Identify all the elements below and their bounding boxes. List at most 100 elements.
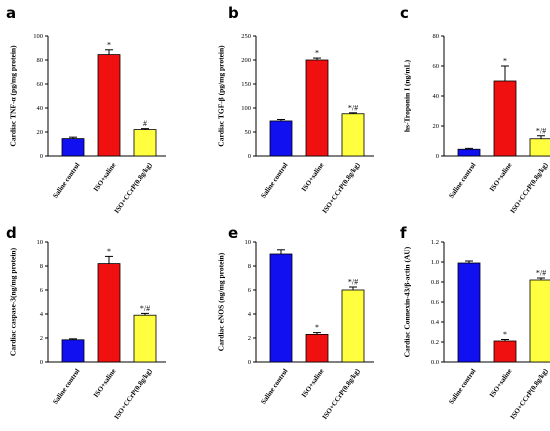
bar (97, 54, 121, 157)
category-label: ISO+saline (300, 161, 326, 193)
y-tick-label: 150 (241, 81, 251, 88)
panel-a: a 0 20 40 60 80 100 Cardiac TNF-α (pg/mg protei… (6, 4, 166, 215)
y-tick-label: 80 (433, 33, 440, 40)
significance-label: */# (348, 278, 358, 287)
panel-e: e 0 2 4 6 8 10 Cardiac eNOS (ng/mg protein) Sali… (217, 224, 374, 421)
panel-letter-b: b (228, 4, 239, 22)
significance-label: * (107, 40, 111, 49)
bar (529, 279, 550, 363)
significance-label: */# (348, 103, 358, 112)
panel-c: c 0 20 40 60 80 hs-Troponin I (ng/mL) Saline co… (400, 4, 550, 215)
bar (341, 289, 365, 363)
bar (529, 138, 550, 157)
category-label: ISO+CCrP(0.8g/kg) (509, 161, 550, 215)
bar (457, 262, 481, 363)
y-tick-label: 0.2 (431, 339, 439, 346)
y-tick-label: 2 (248, 335, 251, 342)
bar (305, 59, 329, 157)
bar (133, 129, 157, 157)
y-tick-label: 50 (245, 129, 252, 136)
category-label: ISO+CCrP(0.8g/kg) (113, 367, 154, 421)
bar (457, 148, 481, 157)
significance-label: * (315, 323, 319, 332)
bar (61, 138, 85, 157)
y-tick-label: 250 (241, 33, 251, 40)
category-label: ISO+saline (92, 161, 118, 193)
significance-label: * (503, 57, 507, 66)
y-tick-label: 6 (248, 287, 252, 294)
significance-label: * (503, 330, 507, 339)
y-tick-label: 0.4 (431, 319, 440, 326)
y-axis-label: Cardiac caspase-3(ng/mg protein) (9, 247, 18, 356)
significance-label: # (143, 119, 147, 128)
y-tick-label: 8 (40, 263, 43, 270)
category-label: Saline control (51, 367, 81, 405)
y-axis-label: Cardiac TNF-α (pg/mg protein) (9, 45, 18, 147)
bar (269, 120, 293, 157)
y-tick-label: 4 (40, 311, 44, 318)
y-axis-label: Cardiac eNOS (ng/mg protein) (217, 252, 226, 351)
y-tick-label: 8 (248, 263, 251, 270)
bar (133, 314, 157, 363)
bar (341, 113, 365, 157)
panel-letter-c: c (400, 4, 409, 22)
y-tick-label: 4 (248, 311, 252, 318)
y-tick-label: 60 (37, 81, 44, 88)
category-label: Saline control (447, 161, 477, 199)
category-label: ISO+CCrP(0.8g/kg) (509, 367, 550, 421)
category-label: Saline control (259, 367, 289, 405)
y-tick-label: 2 (40, 335, 43, 342)
category-label: Saline control (259, 161, 289, 199)
bar (97, 263, 121, 363)
category-label: ISO+saline (300, 367, 326, 399)
y-tick-label: 0.8 (431, 279, 439, 286)
y-tick-label: 0 (436, 153, 439, 160)
y-tick-label: 40 (433, 93, 440, 100)
category-label: ISO+CCrP(0.8g/kg) (321, 367, 362, 421)
y-tick-label: 0 (248, 359, 251, 366)
significance-label: * (107, 247, 111, 256)
panel-letter-e: e (228, 224, 238, 242)
panel-letter-d: d (6, 224, 17, 242)
bar (305, 333, 329, 363)
y-tick-label: 1.0 (431, 259, 439, 266)
category-label: ISO+saline (92, 367, 118, 399)
bar (269, 253, 293, 363)
significance-label: */# (140, 304, 150, 313)
bar (493, 340, 517, 363)
y-tick-label: 10 (37, 239, 44, 246)
y-tick-label: 100 (33, 33, 43, 40)
panel-d: d 0 2 4 6 8 10 Cardiac caspase-3(ng/mg protein)… (6, 224, 166, 421)
y-tick-label: 40 (37, 105, 44, 112)
category-label: ISO+CCrP(0.8g/kg) (113, 161, 154, 215)
panel-f: f 0.0 0.2 0.4 0.6 0.8 1.0 1.2 Cardiac Connexin-4… (400, 224, 550, 421)
category-label: Saline control (51, 161, 81, 199)
category-label: Saline control (447, 367, 477, 405)
y-axis-label: Cardiac TGF-β (pg/mg protein) (217, 45, 226, 147)
panel-b: b 0 50 100 150 200 250 Cardiac TGF-β (pg/mg pro… (217, 4, 374, 215)
y-axis-label: Cardiac Connexin-43/β-actin (AU) (403, 246, 412, 357)
significance-label: */# (536, 126, 546, 135)
category-label: ISO+saline (488, 367, 514, 399)
category-label: ISO+saline (488, 161, 514, 193)
y-tick-label: 6 (40, 287, 44, 294)
significance-label: * (315, 49, 319, 58)
category-label: ISO+CCrP(0.8g/kg) (321, 161, 362, 215)
bar (493, 80, 517, 157)
y-tick-label: 0 (40, 359, 43, 366)
bar (61, 339, 85, 363)
y-tick-label: 20 (37, 129, 44, 136)
y-tick-label: 0 (40, 153, 43, 160)
y-tick-label: 100 (241, 105, 251, 112)
y-tick-label: 200 (241, 57, 251, 64)
y-tick-label: 0 (248, 153, 251, 160)
panel-letter-a: a (6, 4, 16, 22)
y-tick-label: 80 (37, 57, 44, 64)
y-tick-label: 1.2 (431, 239, 439, 246)
panel-letter-f: f (400, 224, 407, 242)
y-tick-label: 0.6 (431, 299, 440, 306)
y-tick-label: 0.0 (431, 359, 439, 366)
y-axis-label: hs-Troponin I (ng/mL) (403, 59, 412, 132)
